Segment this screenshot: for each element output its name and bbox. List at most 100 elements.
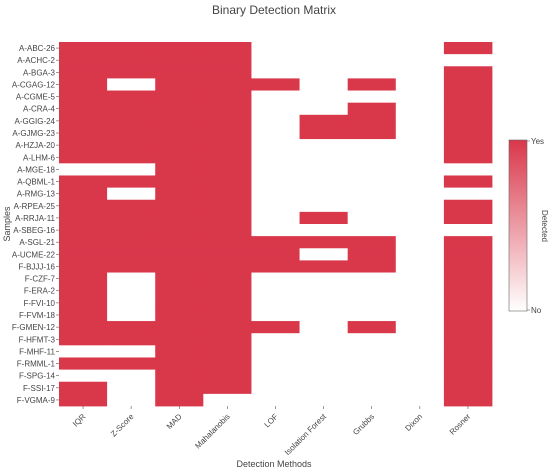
colorbar-gradient (508, 139, 528, 312)
x-axis-ticks: IQR Z-Score MAD Mahalanobis LOF Isolation For… (71, 406, 473, 457)
heatmap-cell (299, 272, 349, 286)
heatmap-cell (107, 345, 156, 358)
heatmap-cell (107, 393, 156, 407)
heatmap-cell (299, 175, 349, 188)
heatmap-cell (59, 90, 108, 104)
heatmap-cell (107, 333, 156, 346)
x-tick-label: LOF (263, 412, 280, 429)
x-tick-label: MAD (165, 412, 184, 431)
heatmap-cell (347, 381, 397, 395)
heatmap-cell (299, 114, 349, 128)
heatmap-cell (203, 126, 252, 140)
heatmap-cell (59, 357, 108, 370)
heatmap-cell (347, 54, 397, 67)
heatmap-cell (347, 357, 397, 370)
heatmap-cell (443, 236, 493, 249)
heatmap-cell (347, 102, 397, 116)
heatmap-cell (203, 54, 252, 67)
heatmap-cell (443, 199, 493, 213)
heatmap-cell (107, 66, 156, 79)
heatmap-cell (203, 369, 252, 383)
heatmap-cell (107, 272, 156, 286)
heatmap-cell (107, 224, 156, 237)
heatmap-cell (155, 357, 204, 370)
heatmap-cell (347, 248, 397, 261)
heatmap-cell (299, 151, 349, 164)
heatmap-cell (155, 321, 204, 334)
heatmap-cell (107, 381, 156, 395)
heatmap-cell (299, 163, 349, 176)
heatmap-cell (251, 224, 300, 237)
heatmap-cell (155, 175, 204, 188)
x-tick-label: Isolation Forest (283, 412, 329, 458)
heatmap-cell (203, 308, 252, 322)
y-tick-label: A-SGL-21 (19, 238, 55, 247)
heatmap-cell (443, 381, 493, 395)
heatmap-cell (203, 381, 252, 395)
heatmap-cell (299, 393, 349, 407)
heatmap-cell (299, 126, 349, 140)
heatmap-cell (59, 163, 108, 176)
heatmap-cell (107, 187, 156, 201)
heatmap-cell (251, 126, 300, 140)
heatmap-cell (107, 126, 156, 140)
heatmap-cell (251, 248, 300, 261)
heatmap-cell (395, 345, 445, 358)
y-tick-label: A-BGA-3 (23, 68, 56, 77)
heatmap-cell (59, 54, 108, 67)
heatmap-cell (59, 321, 108, 334)
heatmap-cell (395, 42, 445, 55)
heatmap-cell (347, 199, 397, 213)
y-tick-label: F-VGMA-9 (17, 396, 56, 405)
heatmap-cell (443, 175, 493, 188)
heatmap-cell (107, 199, 156, 213)
heatmap-cell (155, 90, 204, 104)
colorbar-max-label: Yes (531, 137, 544, 146)
heatmap-cell (155, 102, 204, 116)
heatmap-cell (59, 272, 108, 286)
heatmap-cell (347, 78, 397, 91)
heatmap-cell (251, 345, 300, 358)
y-tick-label: F-RMML-1 (17, 360, 56, 369)
heatmap-cell (299, 333, 349, 346)
heatmap-cell (443, 126, 493, 140)
heatmap-cell (251, 42, 300, 55)
heatmap-cell (59, 139, 108, 152)
heatmap-cell (395, 114, 445, 128)
heatmap-cell (251, 296, 300, 310)
heatmap-cell (59, 151, 108, 164)
heatmap-cell (59, 175, 108, 188)
heatmap-cell (347, 369, 397, 383)
heatmap-cell (395, 139, 445, 152)
heatmap-cell (107, 284, 156, 298)
heatmap-cell (203, 248, 252, 261)
heatmap-cell (299, 284, 349, 298)
heatmap-cell (251, 66, 300, 79)
heatmap-cell (59, 224, 108, 237)
heatmap-cell (347, 163, 397, 176)
heatmap-cell (299, 321, 349, 334)
heatmap-cell (443, 163, 493, 176)
heatmap-cell (299, 78, 349, 91)
heatmap-cell (443, 78, 493, 91)
heatmap-cell (299, 296, 349, 310)
heatmap-cell (203, 333, 252, 346)
y-tick-label: A-MGE-18 (17, 165, 55, 174)
heatmap-cell (107, 175, 156, 188)
heatmap-cell (395, 272, 445, 286)
heatmap-cell (59, 187, 108, 201)
heatmap-cell (203, 345, 252, 358)
heatmap-cell (443, 284, 493, 298)
heatmap-cell (203, 199, 252, 213)
y-tick-label: F-BJJJ-16 (19, 262, 56, 271)
heatmap-cell (299, 199, 349, 213)
heatmap-cell (395, 393, 445, 407)
y-tick-label: A-CGAG-12 (12, 80, 56, 89)
heatmap-cell (395, 90, 445, 104)
heatmap-cell (395, 187, 445, 201)
heatmap-cell (251, 369, 300, 383)
heatmap-cell (59, 236, 108, 249)
heatmap-cell (443, 321, 493, 334)
heatmap-cell (251, 199, 300, 213)
heatmap-cell (347, 42, 397, 55)
